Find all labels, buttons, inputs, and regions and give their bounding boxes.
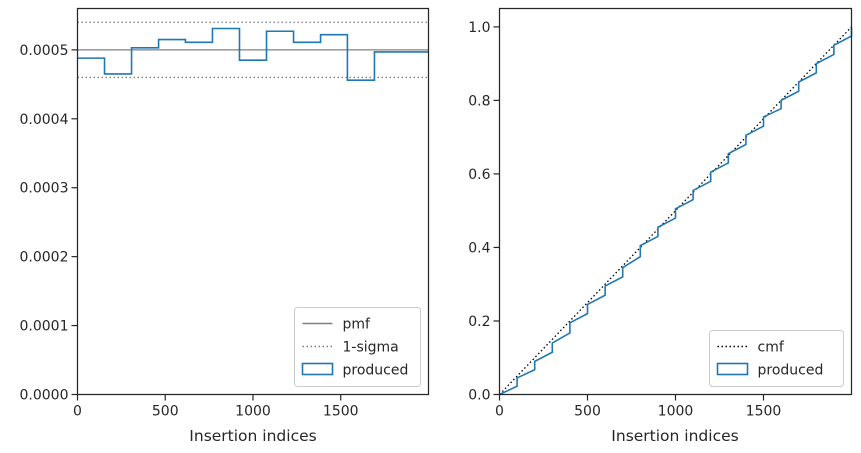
left-y-ticks: 0.0000 0.0001 0.0002 0.0003 0.0004 0.0005 — [20, 43, 78, 404]
x-tick-label: 1500 — [323, 404, 359, 420]
legend-box — [709, 330, 844, 387]
right-legend: cmf produced — [709, 330, 844, 387]
y-tick-label: 0.4 — [468, 240, 490, 256]
y-tick-label: 0.0002 — [20, 250, 69, 266]
legend-label-produced: produced — [758, 363, 824, 379]
right-x-ticks: 0 500 1000 1500 — [495, 394, 782, 420]
legend-label-pmf: pmf — [343, 317, 372, 333]
y-tick-label: 0.0004 — [20, 112, 69, 128]
legend-swatch-produced — [716, 362, 749, 376]
x-tick-label: 1500 — [746, 404, 782, 420]
x-tick-label: 1000 — [235, 404, 271, 420]
y-tick-label: 0.8 — [468, 93, 490, 109]
left-plot-data — [77, 21, 429, 81]
right-y-ticks: 0.0 0.2 0.4 0.6 0.8 1.0 — [468, 20, 500, 404]
left-plot-panel: 0 500 1000 1500 0.00000.00010.00020.00030.0… — [20, 7, 430, 445]
y-tick-label: 0.0001 — [20, 319, 69, 335]
left-legend: pmf 1-sigma produced — [294, 307, 421, 387]
y-tick-label: 0.2 — [468, 314, 490, 330]
right-plot-data — [499, 26, 853, 396]
x-tick-label: 500 — [574, 404, 601, 420]
y-tick-label: 0.6 — [468, 167, 490, 183]
y-tick-label: 1.0 — [468, 20, 490, 36]
left-x-axis-label: Insertion indices — [189, 427, 316, 445]
left-x-ticks: 0 500 1000 1500 — [73, 394, 359, 420]
x-tick-label: 1000 — [658, 404, 694, 420]
y-tick-label: 0.0000 — [20, 388, 69, 404]
right-series-cmf — [499, 26, 852, 395]
x-tick-label: 0 — [73, 404, 82, 420]
legend-label-produced: produced — [343, 363, 409, 379]
right-x-axis-label: Insertion indices — [611, 427, 738, 445]
right-series-produced — [499, 26, 853, 396]
right-plot-panel: 0 500 1000 1500 0.0 0.2 0.4 0.6 0.8 1.0 Insertio… — [468, 7, 853, 445]
legend-swatch-produced — [301, 362, 334, 376]
legend-label-1-sigma: 1-sigma — [343, 340, 399, 356]
legend-label-cmf: cmf — [758, 340, 785, 356]
y-tick-label: 0.0 — [468, 388, 490, 404]
y-tick-label: 0.0003 — [20, 181, 69, 197]
y-tick-label: 0.0005 — [20, 43, 69, 59]
x-tick-label: 0 — [495, 404, 504, 420]
legend-box — [294, 307, 421, 387]
x-tick-label: 500 — [152, 404, 179, 420]
left-series-produced — [77, 27, 429, 81]
